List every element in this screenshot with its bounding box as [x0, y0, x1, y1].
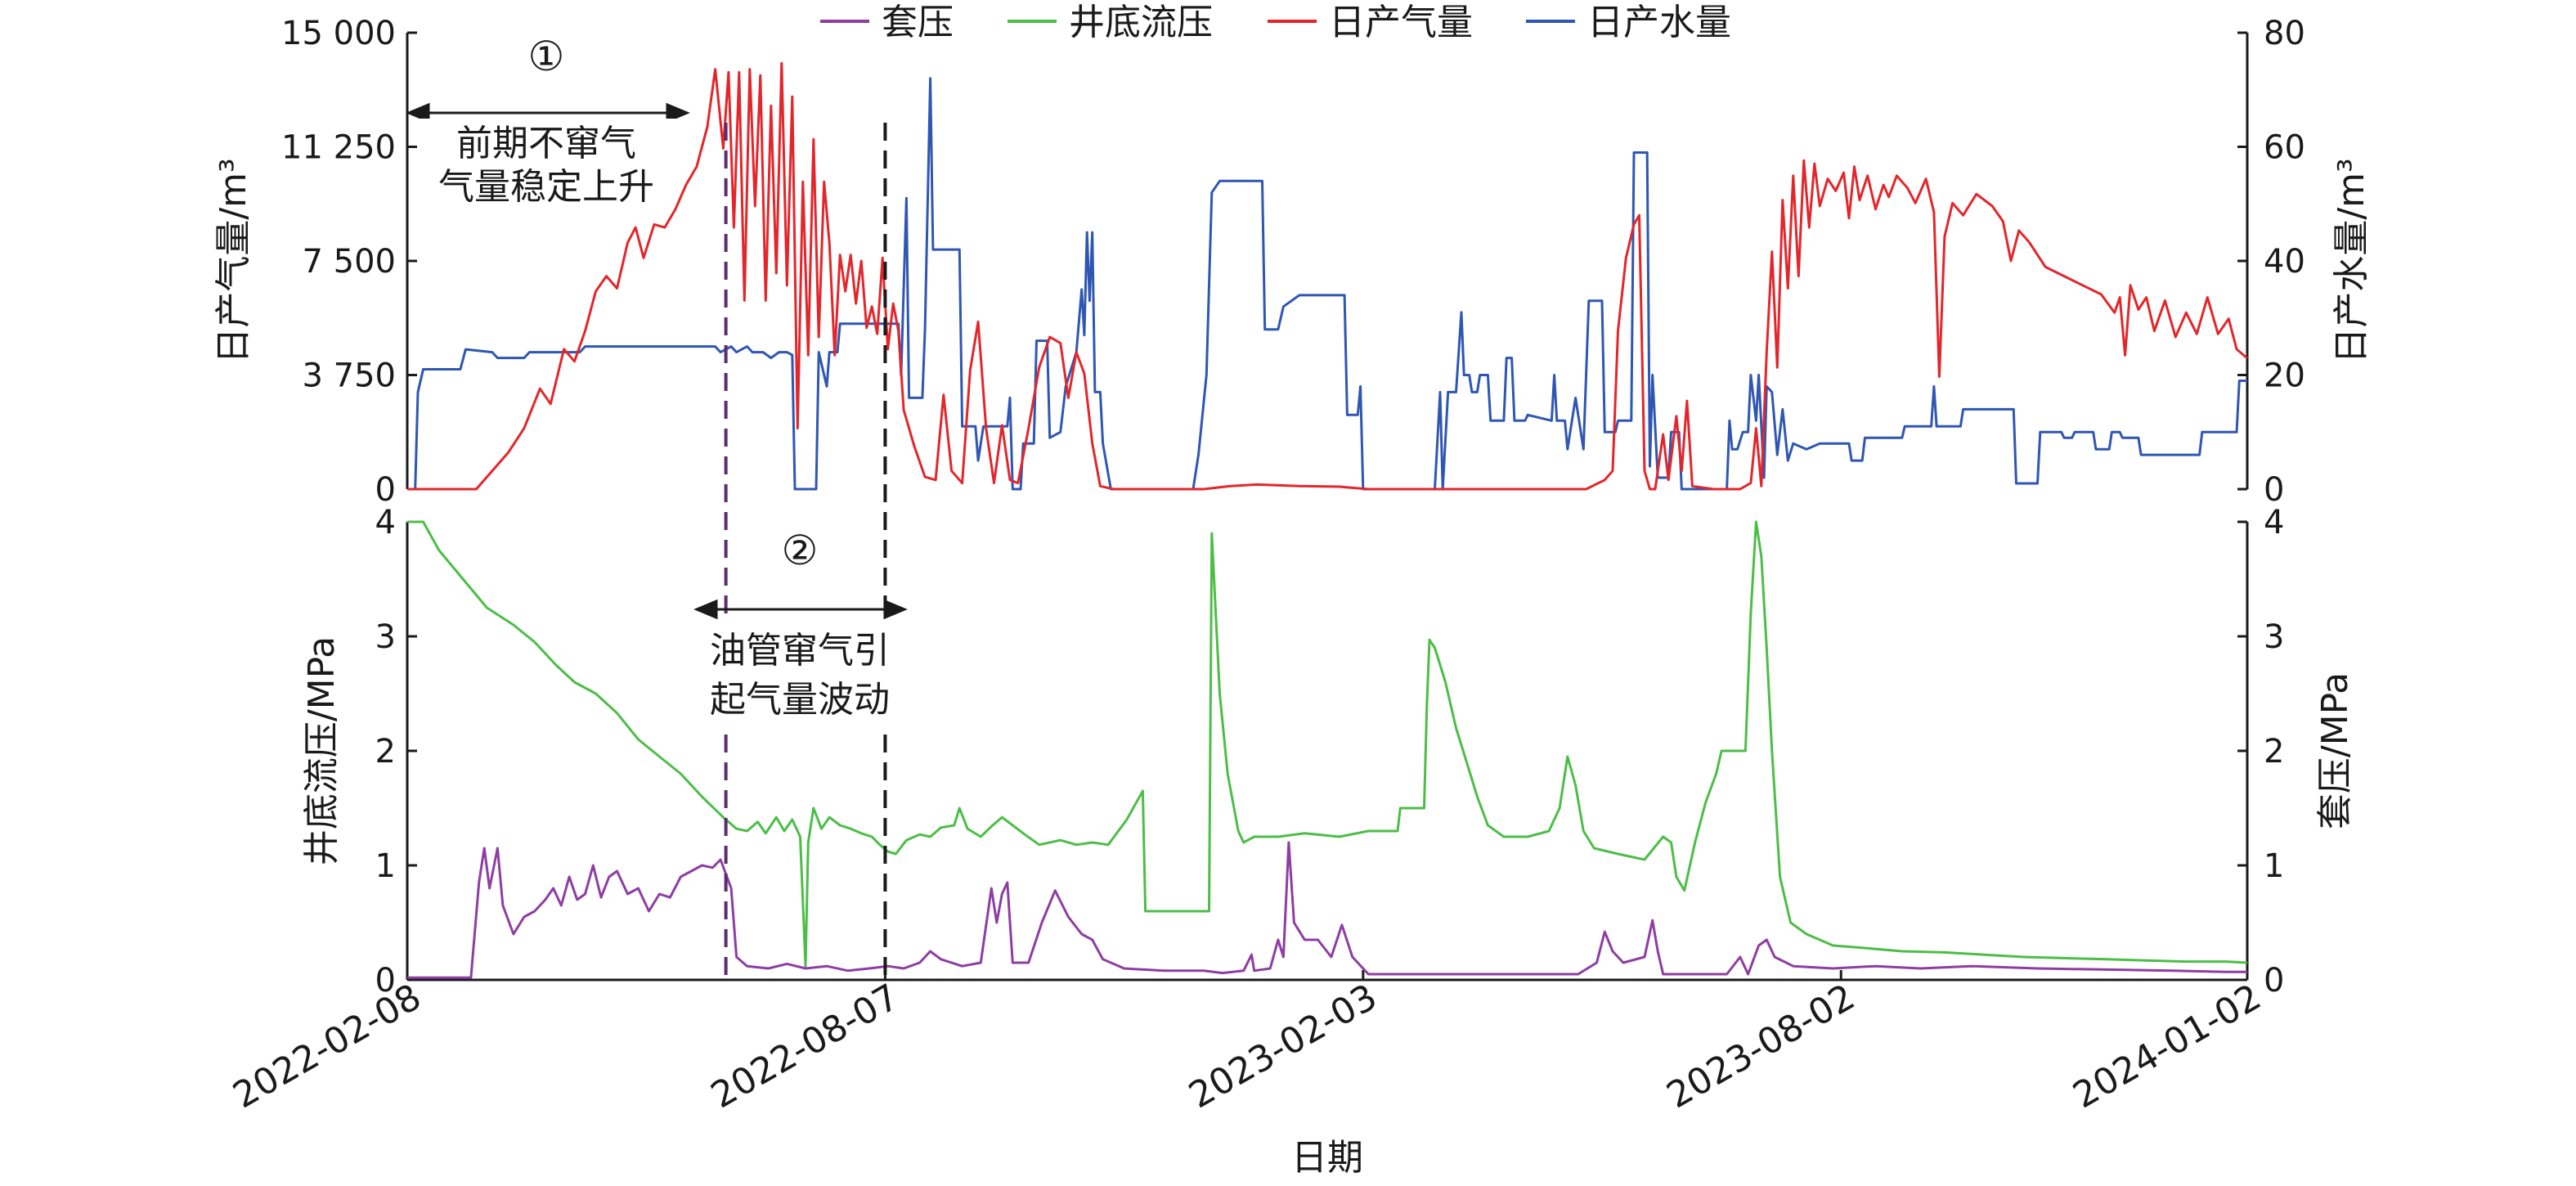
phase2-label-line1: 油管窜气引 [710, 630, 890, 672]
water-axis-tick-label-2: 40 [2264, 243, 2305, 281]
marker-circled-one: ① [528, 33, 565, 80]
gas-axis-tick-label-0: 0 [375, 471, 396, 509]
phase2-label-line2: 起气量波动 [710, 679, 890, 721]
bottomhole-axis-tick-label-4: 4 [375, 504, 396, 541]
bottomhole-axis-tick-label-3: 3 [375, 618, 396, 656]
series-daily-water-line [407, 77, 2247, 491]
y-left-title-bottomhole: 井底流压/MPa [301, 636, 343, 865]
water-axis-tick-label-0: 0 [2264, 471, 2284, 509]
series-bottomhole-pressure-line [407, 520, 2248, 968]
y-left-title-gas: 日产气量/m³ [213, 158, 254, 363]
gas-axis-tick-label-4: 15 000 [281, 15, 396, 52]
gas-axis-tick-label-3: 11 250 [281, 129, 396, 167]
series-daily-gas-line [407, 61, 2248, 491]
phase2-label-background [695, 623, 906, 725]
legend: 套压 井底流压 日产气量 日产水量 [820, 2, 1731, 43]
bottomhole-axis-tick-label-1: 1 [375, 847, 396, 885]
casing-axis-tick-label-0: 0 [2264, 962, 2284, 1000]
x-tick-label-0: 2022-02-08 [227, 976, 429, 1116]
casing-axis-tick-label-3: 3 [2264, 618, 2284, 656]
phase1-label-background [417, 119, 675, 207]
bottomhole-axis-tick-label-2: 2 [375, 733, 396, 770]
water-axis-tick-label-1: 20 [2264, 357, 2305, 395]
x-axis-title: 日期 [1291, 1137, 1363, 1179]
marker-circled-two: ② [782, 527, 819, 574]
gas-axis-tick-label-2: 7 500 [302, 243, 396, 281]
phase1-label-line2: 气量稳定上升 [438, 166, 654, 208]
x-tick-label-1: 2022-08-07 [704, 976, 906, 1116]
x-tick-label-2: 2023-02-03 [1182, 976, 1384, 1116]
casing-axis-tick-label-4: 4 [2264, 504, 2284, 541]
x-tick-label-4: 2024-01-02 [2067, 976, 2269, 1116]
phase1-arrow [406, 102, 690, 124]
x-tick-label-3: 2023-08-02 [1660, 976, 1862, 1116]
y-right-title-water: 日产水量/m³ [2331, 158, 2372, 363]
water-axis-tick-label-3: 60 [2264, 129, 2305, 167]
legend-label-daily-gas: 日产气量 [1329, 2, 1473, 43]
water-axis-tick-label-4: 80 [2264, 15, 2305, 52]
axes [406, 33, 2249, 982]
legend-label-casing-pressure: 套压 [882, 2, 954, 43]
phase2-arrow [693, 599, 908, 620]
phase1-label-line1: 前期不窜气 [456, 123, 636, 164]
series-layer [407, 61, 2248, 979]
bottomhole-axis-tick-label-0: 0 [375, 962, 396, 1000]
series-casing-pressure-line [407, 841, 2247, 979]
legend-label-daily-water: 日产水量 [1587, 2, 1731, 43]
casing-axis-tick-label-1: 1 [2264, 847, 2284, 885]
legend-label-bottomhole-pressure: 井底流压 [1069, 2, 1213, 43]
gas-axis-tick-label-1: 3 750 [302, 357, 396, 395]
y-right-title-casing: 套压/MPa [2314, 672, 2356, 829]
casing-axis-tick-label-2: 2 [2264, 733, 2284, 770]
